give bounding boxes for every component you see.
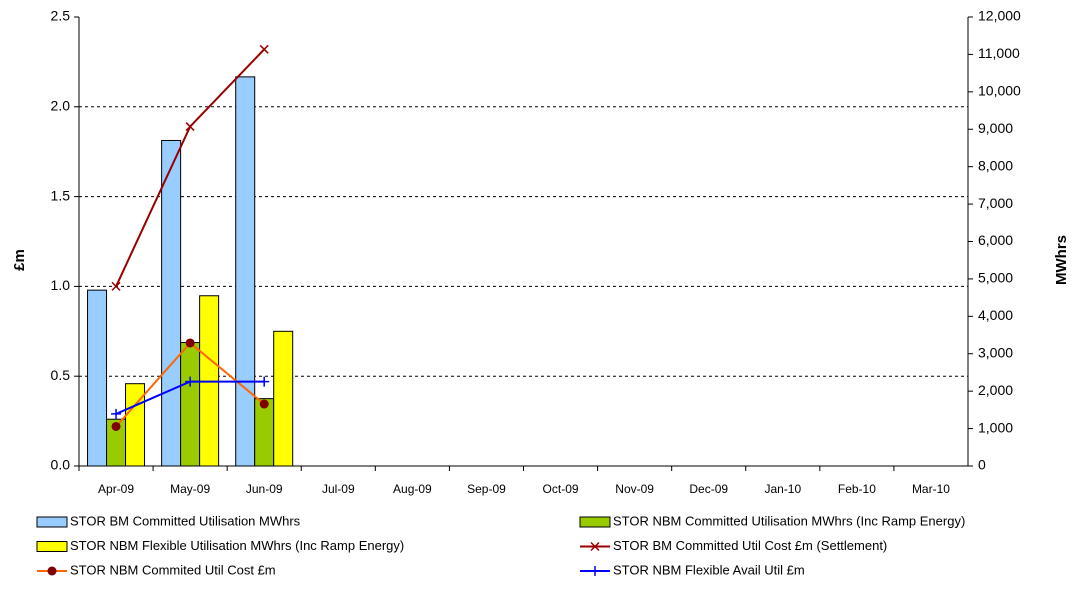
line-marker — [185, 122, 195, 132]
y-tick-label: 0.5 — [51, 367, 71, 383]
legend-label: STOR BM Committed Utilisation MWhrs — [70, 513, 301, 528]
y2-tick-label: 0 — [978, 457, 986, 473]
legend-marker — [590, 541, 600, 552]
x-tick-label: Jun-09 — [246, 482, 283, 496]
y-tick-label: 2.5 — [51, 8, 71, 24]
y2-tick-label: 2,000 — [978, 382, 1013, 398]
line-marker — [259, 399, 269, 409]
legend-swatch — [579, 516, 611, 528]
y2-tick-label: 10,000 — [978, 83, 1021, 99]
x-tick-label: Jan-10 — [764, 482, 801, 496]
line-marker — [259, 376, 270, 387]
line-marker — [111, 421, 121, 431]
legend-label: STOR NBM Commited Util Cost £m — [70, 562, 276, 577]
line-marker — [111, 408, 122, 419]
legend-label: STOR NBM Flexible Utilisation MWhrs (Inc… — [70, 538, 404, 553]
x-tick-label: Mar-10 — [912, 482, 950, 496]
y-axis-title: £m — [11, 249, 28, 271]
bar — [125, 383, 146, 467]
line-marker — [185, 338, 195, 348]
bar — [87, 289, 108, 467]
y-tick-label: 0.0 — [51, 457, 71, 473]
legend-label: STOR NBM Committed Utilisation MWhrs (In… — [613, 513, 965, 528]
y-tick-label: 1.5 — [51, 187, 71, 203]
bar — [180, 342, 201, 467]
x-tick-label: Oct-09 — [543, 482, 579, 496]
y2-tick-label: 9,000 — [978, 120, 1013, 136]
bar — [254, 398, 275, 467]
line-marker — [259, 44, 269, 54]
y-tick-label: 1.0 — [51, 277, 71, 293]
legend-label: STOR BM Committed Util Cost £m (Settleme… — [613, 538, 887, 553]
y2-tick-label: 7,000 — [978, 195, 1013, 211]
y2-tick-label: 11,000 — [978, 45, 1020, 61]
x-tick-label: Jul-09 — [322, 482, 355, 496]
y2-tick-label: 1,000 — [978, 419, 1013, 435]
y2-tick-label: 4,000 — [978, 307, 1013, 323]
x-tick-label: Aug-09 — [393, 482, 432, 496]
legend-marker — [590, 566, 600, 576]
x-tick-label: Apr-09 — [98, 482, 134, 496]
x-tick-label: Feb-10 — [838, 482, 876, 496]
y2-tick-label: 5,000 — [978, 270, 1013, 286]
line-marker — [185, 376, 196, 387]
x-tick-label: Dec-09 — [689, 482, 728, 496]
legend-swatch — [36, 516, 68, 528]
legend-marker — [47, 566, 57, 576]
bar — [235, 76, 256, 467]
line-marker — [111, 281, 121, 291]
legend-label: STOR NBM Flexible Avail Util £m — [613, 562, 805, 577]
y2-tick-label: 8,000 — [978, 157, 1013, 173]
y2-axis-title: MWhrs — [1053, 235, 1070, 285]
x-tick-label: May-09 — [170, 482, 210, 496]
y-tick-label: 2.0 — [51, 98, 71, 114]
x-tick-label: Nov-09 — [615, 482, 654, 496]
bar — [161, 139, 182, 467]
legend-swatch — [36, 541, 68, 552]
y2-tick-label: 6,000 — [978, 232, 1013, 248]
x-tick-label: Sep-09 — [467, 482, 506, 496]
bar — [273, 330, 294, 467]
y2-tick-label: 12,000 — [978, 8, 1021, 24]
y2-tick-label: 3,000 — [978, 344, 1013, 360]
